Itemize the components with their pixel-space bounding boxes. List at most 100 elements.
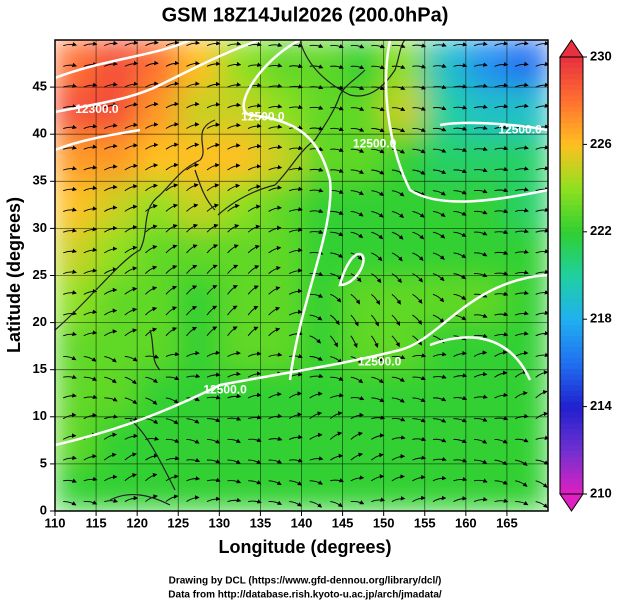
temperature-cell: [218, 275, 261, 324]
streamline-arrow: [350, 85, 365, 90]
contour-label: 12500.0: [498, 123, 542, 137]
temperature-cell: [506, 322, 548, 371]
streamline-arrow: [412, 335, 422, 346]
streamline-arrow: [83, 226, 98, 233]
streamline-arrow: [391, 273, 402, 284]
streamline-arrow: [186, 122, 200, 129]
streamline-arrow: [104, 123, 118, 129]
streamline-arrow: [371, 376, 384, 384]
temperature-cell: [95, 369, 138, 418]
streamline-arrow: [145, 473, 158, 482]
streamline-arrow: [309, 480, 323, 485]
streamline-arrow: [186, 60, 200, 67]
streamline-arrow: [83, 247, 98, 254]
streamline-arrow: [515, 480, 528, 487]
streamline-arrow: [412, 353, 427, 358]
coast-japan: [217, 69, 366, 216]
colorbar-step: [560, 62, 583, 69]
streamline-arrow: [371, 231, 384, 240]
y-tick-label: 0: [40, 502, 47, 517]
streamline-arrow: [514, 331, 529, 337]
streamline-arrow: [145, 122, 159, 129]
temperature-cell: [301, 463, 344, 511]
streamline-arrow: [432, 148, 447, 153]
streamline-arrow: [83, 82, 98, 88]
x-axis-label: Longitude (degrees): [218, 537, 391, 557]
streamline-arrow: [145, 81, 159, 88]
streamline-arrow: [371, 433, 385, 440]
streamline-arrow: [514, 82, 529, 88]
temperature-cell: [383, 322, 426, 371]
streamline-arrow: [473, 350, 488, 357]
temperature-cell: [301, 227, 344, 276]
temperature-cell: [136, 322, 179, 371]
streamline-arrow: [62, 412, 77, 420]
streamline-arrow: [391, 211, 404, 218]
contour-label: 12500.0: [353, 137, 397, 151]
streamline-arrow: [453, 350, 467, 357]
streamline-arrow: [63, 455, 77, 461]
temperature-cell: [136, 369, 179, 418]
streamline-arrow: [350, 293, 361, 305]
streamline-arrow: [206, 438, 221, 444]
colorbar-tick-label: 226: [590, 136, 612, 151]
streamline-arrow: [288, 434, 303, 440]
streamline-arrow: [124, 307, 138, 316]
colorbar-step: [560, 237, 583, 244]
streamline-arrow: [104, 164, 118, 171]
coast-sakhalin: [299, 40, 406, 97]
streamline-arrow: [63, 124, 77, 130]
streamline-arrow: [494, 166, 509, 172]
streamline-arrow: [514, 290, 529, 295]
temperature-cell: [218, 463, 261, 511]
streamline-arrow: [104, 40, 118, 47]
streamline-arrow: [350, 210, 364, 217]
streamline-arrow: [514, 350, 529, 357]
streamline-arrow: [268, 124, 283, 129]
streamline-arrow: [186, 476, 201, 482]
streamline-arrow: [453, 63, 468, 68]
colorbar-step: [560, 406, 583, 413]
streamline-arrow: [227, 41, 242, 47]
streamline-arrow: [227, 416, 242, 421]
streamline-arrow: [473, 167, 488, 173]
streamline-arrow: [248, 480, 262, 485]
y-tick-label: 25: [33, 267, 47, 282]
streamline-arrow: [412, 495, 426, 502]
colorbar-step: [560, 117, 583, 124]
colorbar-step: [560, 368, 583, 375]
streamline-arrow: [412, 293, 423, 304]
streamline-arrow: [494, 332, 509, 337]
y-tick-label: 10: [33, 408, 47, 423]
streamline-arrow: [494, 208, 509, 214]
streamline-arrow: [494, 416, 509, 421]
streamline-arrow: [432, 314, 445, 323]
colorbar-step: [560, 160, 583, 167]
streamline-arrow: [432, 475, 447, 482]
temperature-cell: [465, 275, 508, 324]
streamline-arrow: [268, 164, 283, 171]
streamline-arrow: [371, 474, 385, 482]
streamline-arrow: [124, 122, 139, 129]
streamline-arrow: [165, 60, 180, 67]
streamline-arrow: [63, 145, 77, 150]
streamline-arrow: [268, 266, 281, 274]
colorbar-step: [560, 248, 583, 255]
colorbar-step: [560, 280, 583, 287]
streamline-arrow: [371, 85, 385, 90]
streamline-arrow: [412, 64, 427, 69]
streamline-arrow: [309, 105, 324, 110]
colorbar-step: [560, 253, 583, 260]
streamline-arrow: [165, 494, 179, 502]
streamline-arrow: [289, 166, 303, 171]
streamline-arrow: [432, 42, 447, 47]
colorbar-step: [560, 204, 583, 211]
streamline-arrow: [83, 206, 98, 212]
streamline-arrow: [227, 264, 239, 274]
streamline-arrow: [268, 352, 283, 357]
colorbar-step: [560, 324, 583, 331]
streamline-arrow: [494, 145, 509, 151]
streamline-arrow: [371, 252, 383, 262]
streamline-arrow: [391, 496, 406, 502]
colorbar-step: [560, 133, 583, 140]
